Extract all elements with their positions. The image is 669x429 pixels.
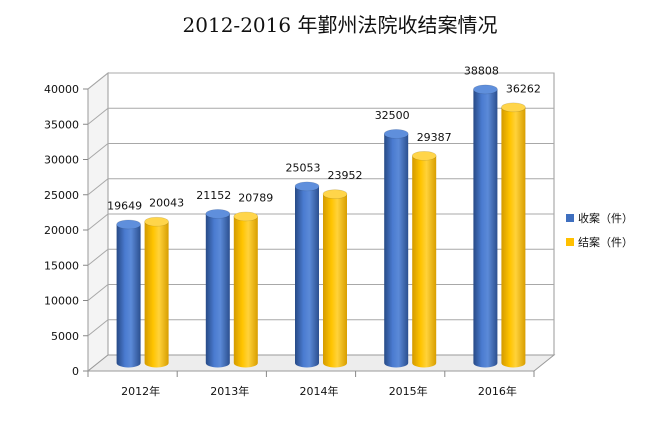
- bar-closed-2012年: [144, 216, 169, 368]
- data-label: 25053: [286, 161, 321, 174]
- gridline: [87, 72, 554, 90]
- data-label: 29387: [417, 131, 452, 144]
- legend-label: 收案（件）: [578, 211, 633, 225]
- y-tick-label: 30000: [44, 154, 79, 167]
- y-tick-label: 5000: [51, 330, 79, 343]
- chart-title: 2012-2016 年鄞州法院收结案情况: [183, 13, 498, 37]
- value-labels: 19649 20043 21152 20789 25053 23952 32500 29387…: [107, 64, 541, 212]
- x-tick-label: 2012年: [121, 384, 160, 398]
- legend-swatch: [566, 214, 574, 222]
- bar-received-2012年: [116, 219, 141, 368]
- y-tick-label: 20000: [44, 224, 79, 237]
- x-tick-label: 2014年: [300, 384, 339, 398]
- y-tick-label: 15000: [44, 259, 79, 272]
- legend-item: 收案（件）: [566, 211, 633, 225]
- x-axis: 2012年 2013年 2014年 2015年 2016年: [87, 371, 535, 398]
- legend-label: 结案（件）: [578, 235, 633, 249]
- legend-item: 结案（件）: [566, 235, 633, 249]
- floor: [86, 354, 556, 372]
- bar-received-2014年: [294, 181, 320, 368]
- bar-received-2015年: [383, 129, 409, 368]
- data-label: 38808: [464, 64, 499, 77]
- x-tick-label: 2013年: [210, 384, 249, 398]
- y-tick-label: 25000: [44, 189, 79, 202]
- x-tick-label: 2016年: [478, 384, 517, 398]
- legend-swatch: [566, 238, 574, 246]
- x-tick-label: 2015年: [389, 384, 428, 398]
- y-tick-label: 0: [72, 365, 79, 378]
- bar-closed-2013年: [233, 211, 259, 368]
- data-label: 21152: [196, 189, 231, 202]
- bar-received-2013年: [205, 209, 231, 368]
- data-label: 20043: [149, 197, 184, 210]
- bar-closed-2015年: [411, 151, 437, 368]
- data-label: 32500: [375, 109, 410, 122]
- bars: [116, 84, 526, 368]
- data-label: 20789: [238, 191, 273, 204]
- data-label: 23952: [328, 169, 363, 182]
- y-tick-label: 40000: [44, 83, 79, 96]
- bar-received-2016年: [473, 84, 498, 368]
- gridline: [87, 107, 554, 125]
- bar-closed-2014年: [322, 189, 348, 368]
- bar-closed-2016年: [501, 102, 526, 368]
- data-label: 36262: [506, 82, 541, 95]
- legend: 收案（件） 结案（件）: [566, 211, 633, 249]
- data-label: 19649: [107, 199, 142, 212]
- y-tick-label: 10000: [44, 295, 79, 308]
- y-axis: 0 5000 10000 15000 20000 25000 30000 35000 40000: [44, 83, 88, 378]
- y-tick-label: 35000: [44, 118, 79, 131]
